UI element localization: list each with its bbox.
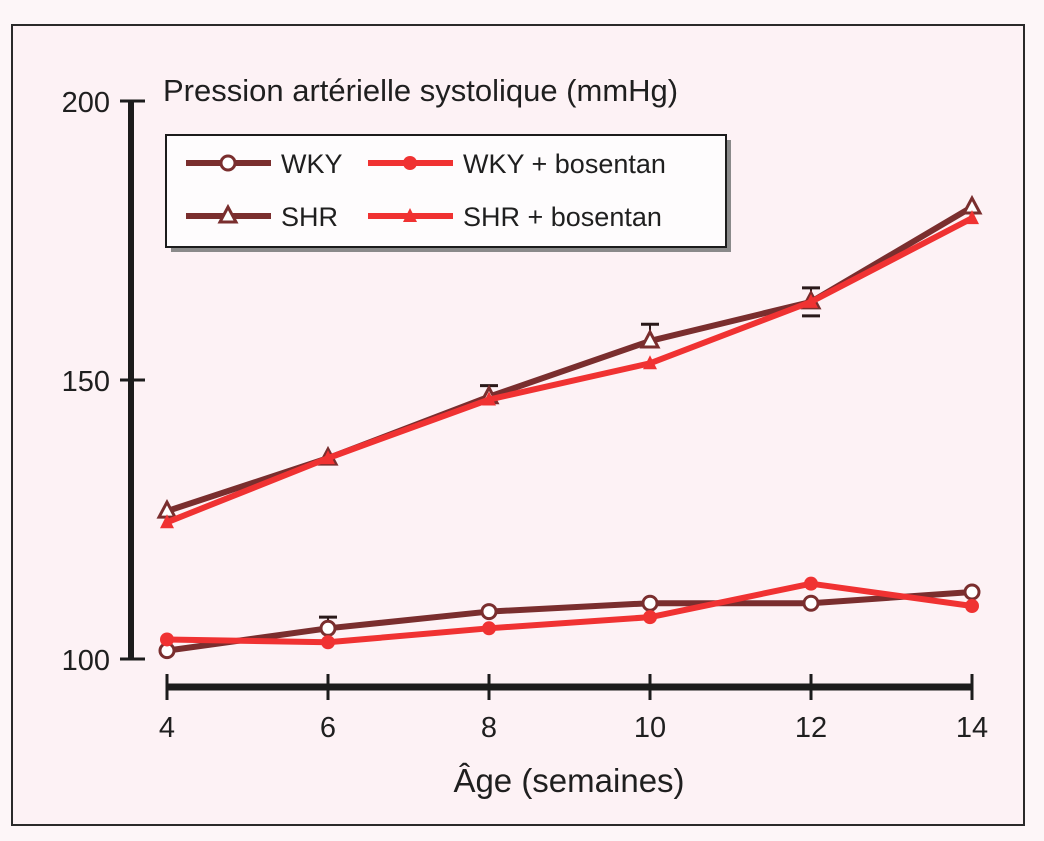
data-point [482,621,496,636]
x-tick-label: 14 [956,712,988,744]
series-line [166,580,973,646]
data-point [480,603,498,621]
data-point [802,594,820,612]
legend-item: SHR [186,202,338,232]
legend-item: WKY + bosentan [368,149,666,179]
x-tick-label: 10 [634,712,666,744]
legend-box [165,134,727,248]
legend-marker [217,203,239,224]
series-layer [156,194,983,660]
series-line [165,215,974,526]
data-point [641,594,659,612]
legend-label: WKY + bosentan [463,149,666,179]
legend-item: WKY [186,149,343,179]
legend-label: SHR [281,202,338,232]
data-point [321,635,335,650]
data-point [643,610,657,625]
axes: 100 150 200 4 6 8 10 12 14 [62,87,989,744]
data-point [160,632,174,647]
legend: WKY SHR WKY + bosentan SHR + bosentan [165,134,731,252]
series-wky [158,583,981,660]
series-line [166,204,974,514]
data-point [321,450,335,465]
legend-marker [403,208,417,222]
data-point [804,293,818,308]
data-point [804,576,818,591]
series-line [166,589,973,654]
data-point [160,514,174,529]
legend-label: SHR + bosentan [463,202,662,232]
data-point [643,355,657,370]
legend-marker [403,156,417,170]
data-point [963,583,981,601]
data-point [319,619,337,637]
legend-label: WKY [281,149,343,179]
y-tick-label: 200 [62,87,110,119]
chart-title: Pression artérielle systolique (mmHg) [163,73,678,108]
x-tick-label: 4 [159,712,175,744]
data-point [639,328,661,349]
series-wky-bosentan [160,576,979,650]
series-shr-bosentan [160,210,979,529]
data-point [482,391,496,406]
legend-item: SHR + bosentan [368,202,662,232]
x-axis-label: Âge (semaines) [453,762,684,799]
y-tick-label: 150 [62,366,110,398]
x-tick-label: 6 [320,712,336,744]
x-tick-label: 12 [795,712,827,744]
legend-marker [219,154,237,172]
data-point [965,210,979,225]
data-point [965,598,979,613]
x-tick-label: 8 [481,712,497,744]
y-tick-label: 100 [62,645,110,677]
